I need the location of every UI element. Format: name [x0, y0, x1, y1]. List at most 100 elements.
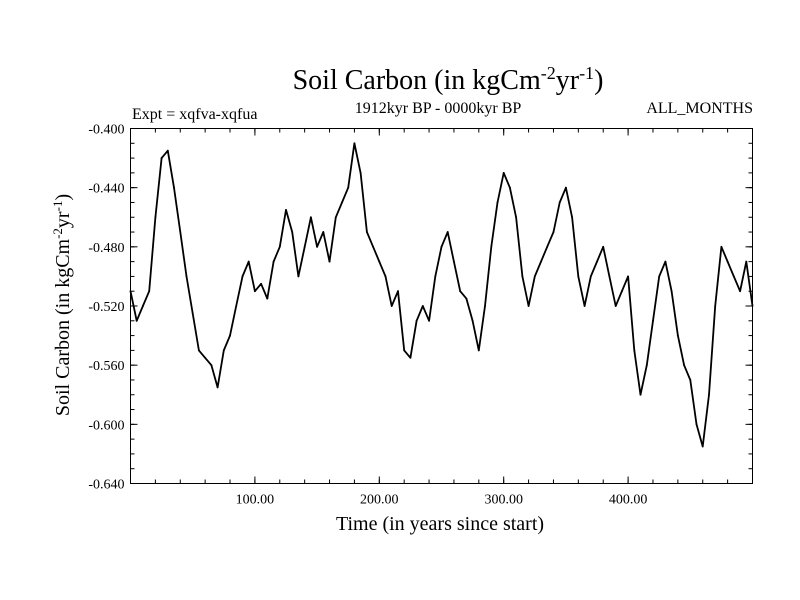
- y-tick-label: -0.520: [88, 300, 124, 315]
- series-point: [633, 349, 636, 352]
- series-point: [496, 201, 499, 204]
- chart-title: Soil Carbon (in kgCm-2yr-1): [293, 63, 604, 96]
- series-point: [465, 297, 468, 300]
- series-point: [135, 319, 138, 322]
- y-axis-label-exp2: -1: [50, 201, 65, 212]
- series-point: [558, 201, 561, 204]
- x-tick-label: 300.00: [484, 493, 523, 508]
- series-point: [453, 260, 455, 263]
- series-point: [428, 319, 430, 322]
- series-point: [372, 245, 374, 248]
- series-point: [565, 186, 567, 189]
- series-point: [347, 186, 350, 189]
- chart-title-main: Soil Carbon (in kgCm: [293, 65, 541, 96]
- series-point: [664, 260, 667, 263]
- series-point: [397, 290, 399, 293]
- series-point: [229, 334, 231, 337]
- series-point: [403, 349, 406, 352]
- series-point: [204, 356, 207, 359]
- series-point: [484, 305, 486, 307]
- series-point: [266, 297, 269, 300]
- subtitle-left: Expt = xqfva-xqfua: [132, 106, 257, 123]
- series-point: [652, 319, 654, 322]
- series-point: [166, 149, 169, 152]
- series-point: [477, 349, 480, 352]
- series-point: [210, 364, 213, 367]
- series-point: [527, 305, 530, 307]
- series-point: [359, 171, 362, 174]
- series-point: [247, 260, 250, 263]
- series-point: [353, 142, 356, 145]
- series-point: [726, 260, 729, 263]
- x-axis: 100.00 200.00 300.00 400.00: [154, 128, 729, 508]
- series-point: [670, 290, 673, 293]
- series-point: [571, 216, 574, 219]
- series-point: [309, 216, 312, 219]
- chart-title-mid: yr: [556, 65, 580, 96]
- series-point: [216, 386, 219, 389]
- series-layer: [129, 142, 754, 448]
- series-point: [459, 290, 462, 293]
- series-point: [546, 245, 549, 248]
- series-point: [303, 245, 306, 248]
- series-point: [745, 260, 748, 263]
- series-point: [129, 290, 132, 293]
- series-point: [708, 393, 710, 396]
- series-point: [540, 260, 542, 263]
- series-point: [440, 245, 443, 248]
- series-point: [577, 275, 580, 278]
- series-point: [676, 334, 679, 337]
- series-point: [421, 305, 424, 307]
- series-point: [434, 275, 437, 278]
- series-point: [415, 319, 418, 322]
- series-point: [278, 245, 281, 248]
- subtitle-center: 1912kyr BP - 0000kyr BP: [355, 100, 522, 117]
- series-point: [334, 216, 337, 219]
- series-point: [297, 275, 300, 278]
- series-point: [173, 186, 175, 189]
- series-point: [291, 231, 294, 233]
- y-axis-label-exp1: -2: [50, 228, 65, 239]
- x-tick-label: 100.00: [236, 493, 275, 508]
- series-point: [446, 231, 449, 233]
- y-tick-label: -0.480: [88, 241, 124, 256]
- series-point: [160, 157, 163, 159]
- x-tick-label: 400.00: [609, 493, 648, 508]
- series-point: [701, 445, 704, 448]
- series-point: [521, 275, 524, 278]
- series-point: [689, 379, 692, 381]
- series-point: [533, 275, 536, 278]
- series-point: [695, 423, 698, 426]
- series-point: [241, 275, 244, 278]
- series-point: [639, 393, 642, 396]
- series-point: [589, 275, 592, 278]
- subtitle-right: ALL_MONTHS: [646, 100, 753, 117]
- series-point: [583, 305, 586, 307]
- series-point: [608, 275, 611, 278]
- series-point: [316, 245, 318, 248]
- series-point: [198, 349, 200, 352]
- series-point: [515, 216, 518, 219]
- series-point: [751, 305, 754, 307]
- series-point: [272, 260, 275, 263]
- y-axis-label-mid: yr: [52, 211, 74, 228]
- series-point: [384, 275, 387, 278]
- y-tick-label: -0.640: [88, 478, 124, 493]
- series-point: [502, 171, 505, 174]
- series-point: [732, 275, 735, 278]
- series-point: [378, 260, 381, 263]
- series-point: [285, 208, 287, 211]
- series-point: [490, 245, 493, 248]
- y-axis-label: Soil Carbon (in kgCm-2yr-1): [50, 194, 75, 416]
- x-axis-label: Time (in years since start): [336, 513, 544, 535]
- chart-title-exp2: -1: [579, 63, 594, 83]
- series-line: [129, 142, 754, 448]
- series-point: [471, 319, 474, 322]
- series-point: [552, 231, 555, 233]
- chart-title-exp1: -2: [541, 63, 556, 83]
- series-point: [739, 290, 741, 293]
- y-tick-label: -0.560: [88, 359, 124, 374]
- series-point: [683, 364, 685, 367]
- series-point: [627, 275, 629, 278]
- series-point: [645, 364, 648, 367]
